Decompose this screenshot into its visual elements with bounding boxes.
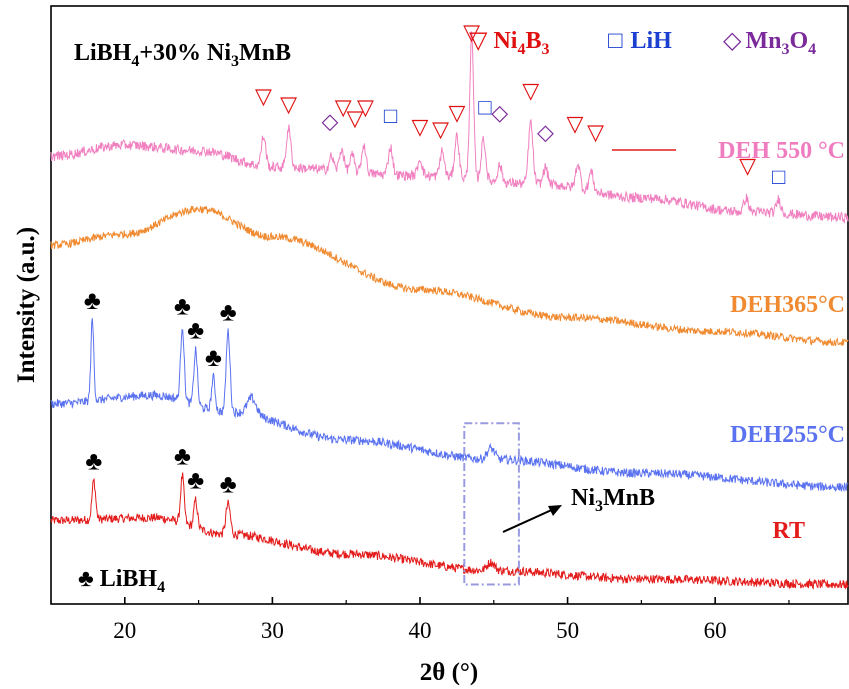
peak-marker-3-10: ▽ bbox=[463, 19, 480, 44]
legend-mn3o4: ◇ Mn3O4 bbox=[723, 28, 816, 58]
traces-group bbox=[50, 31, 849, 590]
series-label-365: DEH365°C bbox=[730, 292, 845, 318]
markers-group: ♣ ♣♣ ♣♣ ♣♣♣♣▽ ▽◇▽▽▽ □ ▽ ▽▽▽□ ◇▽◇ ▽ ▽▽ □ bbox=[84, 19, 785, 586]
legend-ni4b3: ▽ Ni4B3 bbox=[469, 28, 549, 58]
legend-lih: □ LiH bbox=[608, 28, 672, 54]
highlight-box bbox=[463, 422, 520, 586]
peak-marker-3-2: ◇ bbox=[321, 108, 338, 133]
peak-marker-3-6: □ bbox=[384, 103, 397, 128]
x-axis-label: 2θ (°) bbox=[420, 659, 478, 686]
peak-marker-1-3: ♣ bbox=[205, 343, 222, 372]
trace-0 bbox=[50, 472, 849, 590]
trace-2 bbox=[50, 205, 849, 347]
peak-marker-3-13: ▽ bbox=[522, 78, 539, 103]
peak-marker-3-9: ▽ bbox=[448, 100, 465, 125]
peak-marker-0-3: ♣ bbox=[220, 470, 237, 499]
y-axis-label: Intensity (a.u.) bbox=[13, 227, 40, 383]
diamond-icon: ◇ bbox=[723, 28, 742, 54]
peak-marker-3-0: ▽ bbox=[255, 83, 272, 108]
peak-marker-1-0: ♣ bbox=[84, 286, 101, 315]
peak-marker-1-4: ♣ bbox=[220, 297, 237, 326]
peak-marker-3-14: ◇ bbox=[537, 120, 554, 145]
chart-title: LiBH4+30% Ni3MnB bbox=[74, 40, 291, 70]
peak-marker-3-11: □ bbox=[478, 95, 491, 120]
square-icon: □ bbox=[608, 28, 623, 54]
peak-marker-3-3: ▽ bbox=[335, 95, 352, 120]
annotation-arrow bbox=[502, 505, 562, 533]
peak-marker-0-2: ♣ bbox=[187, 466, 204, 495]
peak-marker-3-8: ▽ bbox=[432, 117, 449, 142]
series-label-rt: RT bbox=[773, 518, 806, 544]
x-tick-label-2: 40 bbox=[408, 618, 431, 643]
peak-marker-0-0: ♣ bbox=[85, 447, 102, 476]
series-label-255: DEH255°C bbox=[730, 422, 845, 448]
peak-marker-3-17: ▽ bbox=[739, 153, 756, 178]
trace-1 bbox=[50, 318, 849, 493]
trace-3 bbox=[50, 31, 849, 224]
plot-frame bbox=[50, 5, 849, 605]
peak-marker-3-4: ▽ bbox=[347, 106, 364, 131]
peak-marker-3-12: ◇ bbox=[491, 100, 508, 125]
x-axis: 20 30 40 50 60 bbox=[50, 597, 790, 643]
peak-marker-3-15: ▽ bbox=[567, 111, 584, 136]
peak-marker-1-2: ♣ bbox=[187, 316, 204, 345]
club-icon: ♣ bbox=[78, 566, 94, 592]
peak-marker-0-1: ♣ bbox=[174, 442, 191, 471]
legend-libh4: ♣ LiBH4 bbox=[78, 566, 165, 596]
peak-marker-3-7: ▽ bbox=[412, 114, 429, 139]
annotation-ni3mnb: Ni3MnB bbox=[571, 485, 655, 515]
x-tick-label-0: 20 bbox=[113, 618, 136, 643]
x-tick-label-4: 60 bbox=[704, 618, 727, 643]
peak-marker-3-5: ▽ bbox=[357, 95, 374, 120]
peak-marker-3-1: ▽ bbox=[280, 92, 297, 117]
peak-marker-3-18: □ bbox=[772, 164, 785, 189]
peak-marker-1-1: ♣ bbox=[174, 291, 191, 320]
triangle-down-icon: ▽ bbox=[469, 28, 488, 54]
x-tick-label-1: 30 bbox=[261, 618, 284, 643]
legend-top: ▽ Ni4B3 □ LiH ◇ Mn3O4 bbox=[469, 28, 816, 58]
peak-marker-3-16: ▽ bbox=[587, 120, 604, 145]
series-label-550: DEH 550 °C bbox=[718, 138, 845, 164]
x-tick-label-3: 50 bbox=[556, 618, 579, 643]
